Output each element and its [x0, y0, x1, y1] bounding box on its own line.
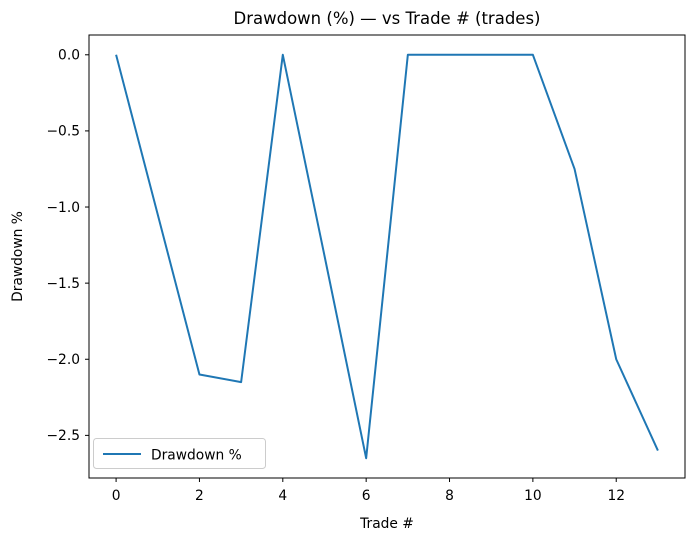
svg-text:−2.5: −2.5 [46, 428, 80, 444]
svg-text:4: 4 [278, 488, 287, 504]
chart-title: Drawdown (%) — vs Trade # (trades) [234, 9, 541, 28]
drawdown-series-line [115, 53, 659, 460]
x-axis-ticks: 0 2 4 6 8 10 12 [112, 478, 625, 504]
svg-text:2: 2 [195, 488, 204, 504]
legend-label: Drawdown % [151, 448, 242, 464]
y-axis-ticks: 0.0 −0.5 −1.0 −1.5 −2.0 −2.5 [46, 48, 89, 444]
svg-text:0.0: 0.0 [58, 48, 80, 64]
svg-text:0: 0 [112, 488, 121, 504]
x-axis-label: Trade # [359, 516, 414, 532]
svg-text:8: 8 [445, 488, 454, 504]
svg-text:12: 12 [607, 488, 625, 504]
svg-text:−1.5: −1.5 [46, 276, 80, 292]
svg-text:10: 10 [524, 488, 542, 504]
y-axis-label: Drawdown % [10, 211, 26, 302]
plot-area-border [88, 34, 686, 479]
svg-text:−2.0: −2.0 [46, 352, 80, 368]
svg-text:6: 6 [362, 488, 371, 504]
svg-text:−0.5: −0.5 [46, 124, 80, 140]
svg-text:−1.0: −1.0 [46, 200, 80, 216]
legend-box [93, 438, 266, 469]
legend: Drawdown % [93, 438, 266, 469]
